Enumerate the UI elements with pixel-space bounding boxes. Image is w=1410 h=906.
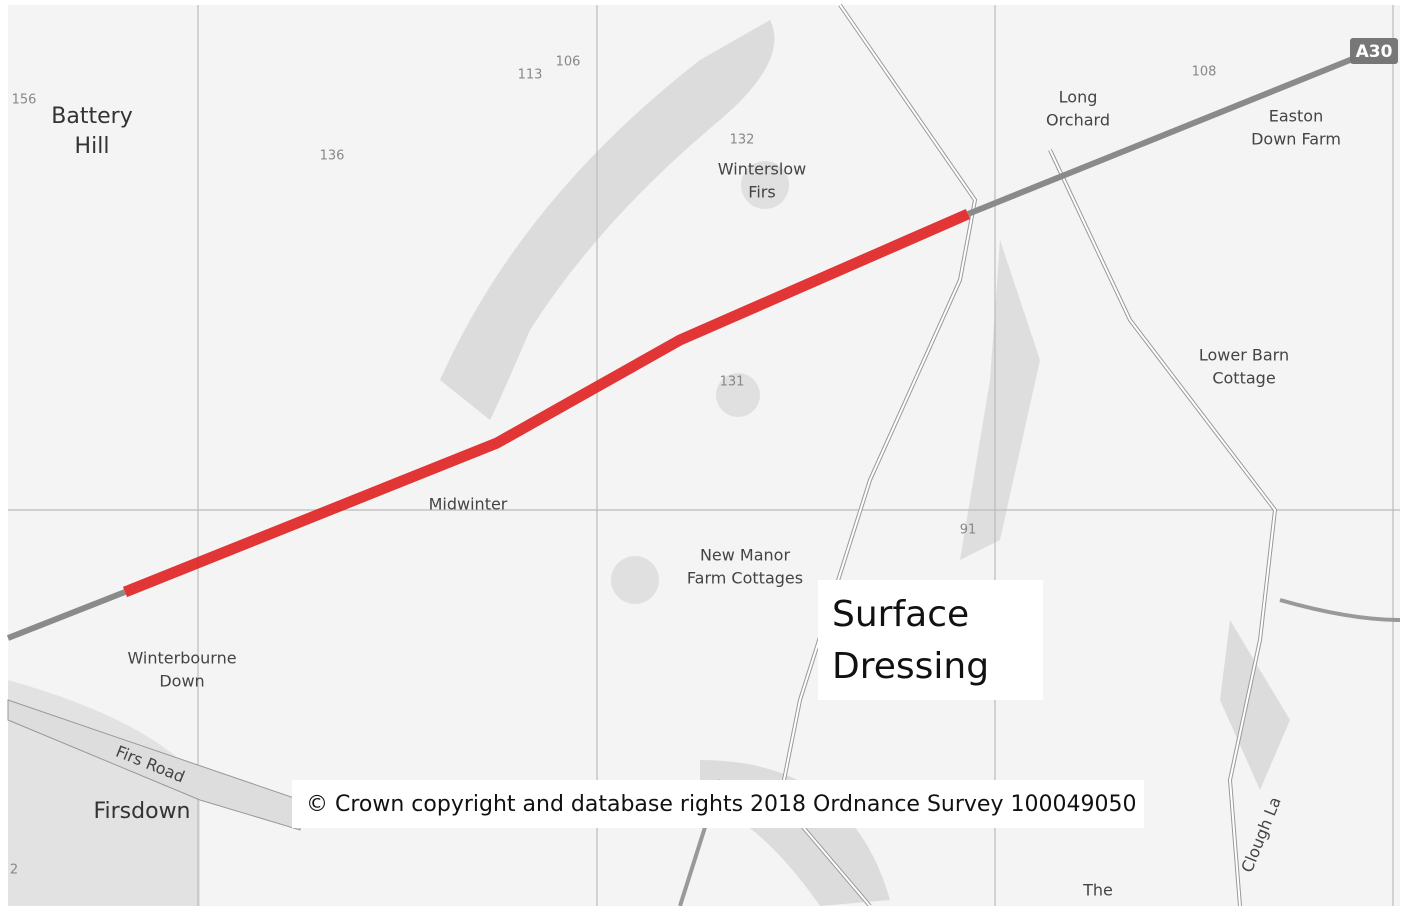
wood [716, 373, 760, 417]
place-label: Hill [75, 134, 110, 159]
terrain [440, 20, 775, 420]
place-label: 108 [1192, 65, 1217, 80]
road-shield-label: A30 [1356, 42, 1393, 62]
copyright-box [292, 780, 1144, 828]
grid [8, 5, 1400, 906]
wood [741, 161, 789, 209]
map-background [8, 5, 1400, 906]
copyright: © Crown copyright and database rights 20… [306, 792, 1136, 817]
place-label: Orchard [1046, 111, 1110, 130]
place-label: 131 [720, 375, 745, 390]
place-label: 132 [730, 133, 755, 148]
place-label: Winterbourne [127, 649, 236, 668]
place-label: 106 [556, 55, 581, 70]
place-label: 91 [960, 523, 977, 538]
place-labels: 156 Battery Hill 136 113 106 132 Winterslow Firs… [10, 55, 1341, 900]
place-label: The [1082, 881, 1113, 900]
place-label: Long [1059, 88, 1098, 107]
surface-dressing-section [122, 208, 971, 598]
place-label: Firsdown [93, 799, 190, 824]
callout-line: Surface [832, 594, 969, 635]
place-label: Cottage [1212, 369, 1275, 388]
place-label: Battery [51, 104, 132, 129]
place-label: Winterslow [718, 160, 806, 179]
terrain [960, 240, 1040, 560]
place-label: 156 [12, 93, 37, 108]
village-roads [7, 699, 301, 831]
place-label: Midwinter [429, 495, 508, 514]
place-label: Easton [1269, 107, 1323, 126]
place-label: Firs [748, 183, 775, 202]
place-label: Down [159, 672, 204, 691]
place-label: Down Farm [1251, 130, 1341, 149]
place-label: 136 [320, 149, 345, 164]
road-shield [1350, 38, 1398, 64]
wood [611, 556, 659, 604]
place-label: 2 [10, 863, 18, 878]
terrain [1220, 620, 1290, 790]
place-label: Farm Cottages [687, 569, 803, 588]
place-label: 113 [518, 68, 543, 83]
place-label: New Manor [700, 546, 791, 565]
callout-box [818, 580, 1043, 700]
a30-road [6, 55, 1357, 641]
place-label: Lower Barn [1199, 346, 1289, 365]
callout-line: Dressing [832, 646, 989, 687]
